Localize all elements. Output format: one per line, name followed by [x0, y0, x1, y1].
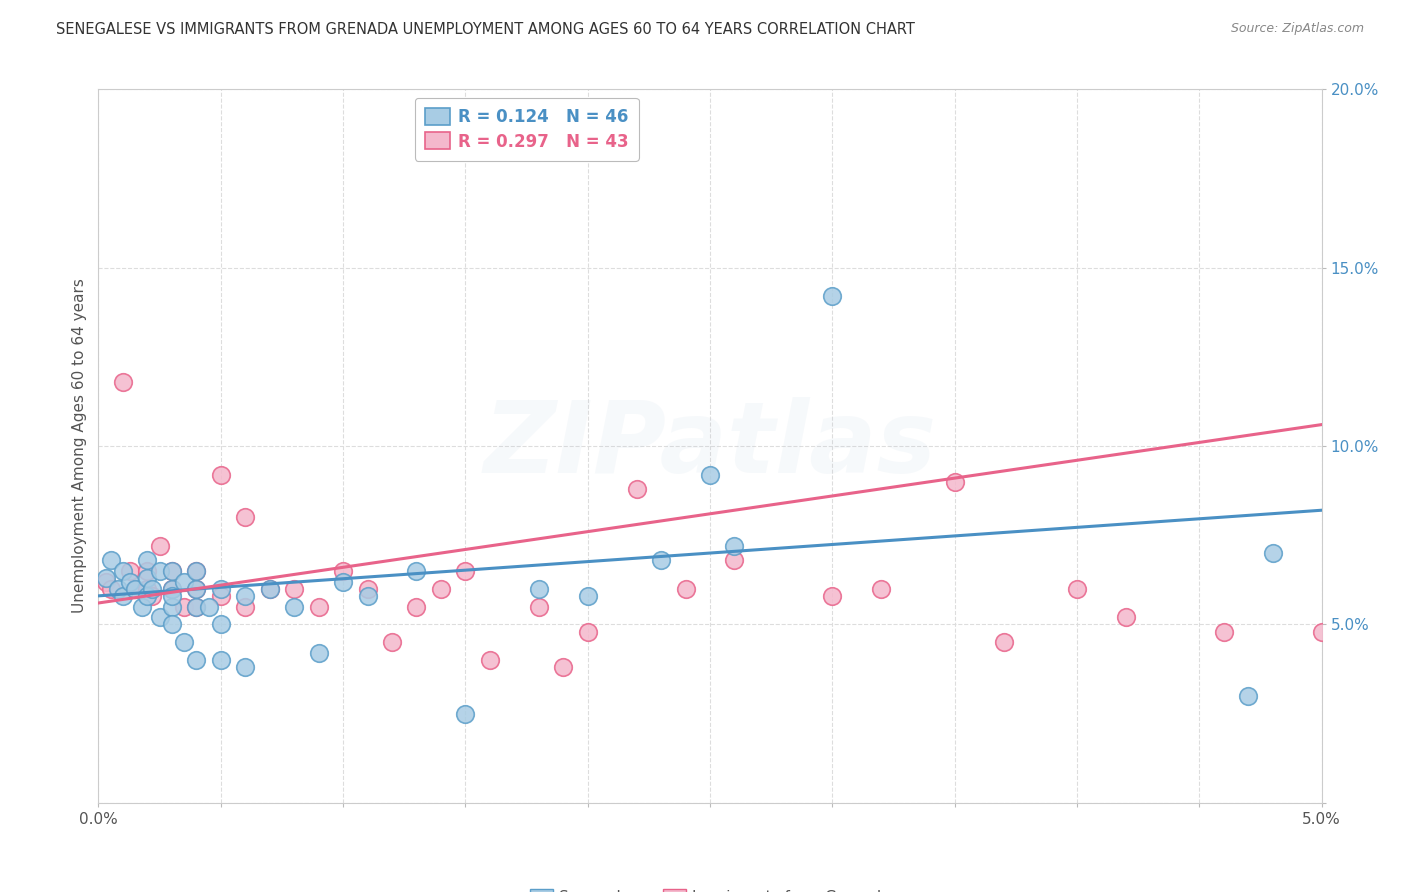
Point [233, 510, 256, 524]
Point [723, 553, 745, 567]
Point [197, 599, 219, 614]
Point [821, 589, 844, 603]
Point [209, 589, 232, 603]
Point [111, 375, 134, 389]
Point [107, 582, 129, 596]
Point [141, 582, 163, 596]
Point [136, 564, 159, 578]
Point [209, 582, 232, 596]
Point [160, 564, 183, 578]
Point [308, 646, 330, 660]
Point [160, 589, 183, 603]
Point [576, 624, 599, 639]
Point [124, 582, 146, 596]
Point [160, 617, 183, 632]
Point [527, 599, 550, 614]
Point [160, 582, 183, 596]
Point [186, 599, 208, 614]
Point [131, 599, 153, 614]
Text: SENEGALESE VS IMMIGRANTS FROM GRENADA UNEMPLOYMENT AMONG AGES 60 TO 64 YEARS COR: SENEGALESE VS IMMIGRANTS FROM GRENADA UN… [56, 22, 915, 37]
Point [478, 653, 501, 667]
Point [943, 475, 966, 489]
Point [675, 582, 697, 596]
Point [527, 582, 550, 596]
Point [553, 660, 575, 674]
Point [209, 653, 232, 667]
Point [454, 706, 477, 721]
Point [233, 660, 256, 674]
Point [1237, 689, 1260, 703]
Point [454, 564, 477, 578]
Point [124, 582, 146, 596]
Point [173, 635, 195, 649]
Point [100, 553, 122, 567]
Point [186, 582, 208, 596]
Point [209, 467, 232, 482]
Point [1066, 582, 1088, 596]
Point [233, 599, 256, 614]
Point [149, 539, 172, 553]
Point [149, 610, 172, 624]
Point [94, 574, 117, 589]
Point [120, 574, 142, 589]
Point [160, 599, 183, 614]
Point [111, 564, 134, 578]
Point [332, 564, 354, 578]
Text: ZIPatlas: ZIPatlas [484, 398, 936, 494]
Text: Source: ZipAtlas.com: Source: ZipAtlas.com [1230, 22, 1364, 36]
Point [356, 589, 378, 603]
Point [136, 582, 159, 596]
Point [283, 582, 305, 596]
Point [1115, 610, 1137, 624]
Point [1261, 546, 1284, 560]
Point [650, 553, 672, 567]
Point [356, 582, 378, 596]
Point [186, 564, 208, 578]
Point [186, 564, 208, 578]
Point [1310, 624, 1333, 639]
Point [430, 582, 453, 596]
Point [381, 635, 404, 649]
Point [233, 589, 256, 603]
Point [699, 467, 721, 482]
Point [308, 599, 330, 614]
Point [405, 564, 427, 578]
Point [283, 599, 305, 614]
Legend: Senegalese, Immigrants from Grenada: Senegalese, Immigrants from Grenada [522, 882, 898, 892]
Point [626, 482, 648, 496]
Point [993, 635, 1015, 649]
Point [94, 571, 117, 585]
Point [141, 589, 163, 603]
Point [821, 289, 844, 303]
Y-axis label: Unemployment Among Ages 60 to 64 years: Unemployment Among Ages 60 to 64 years [72, 278, 87, 614]
Point [209, 617, 232, 632]
Point [136, 553, 159, 567]
Point [173, 599, 195, 614]
Point [186, 653, 208, 667]
Point [136, 589, 159, 603]
Point [186, 582, 208, 596]
Point [120, 564, 142, 578]
Point [405, 599, 427, 614]
Point [136, 571, 159, 585]
Point [259, 582, 281, 596]
Point [173, 574, 195, 589]
Point [332, 574, 354, 589]
Point [870, 582, 893, 596]
Point [186, 599, 208, 614]
Point [111, 589, 134, 603]
Point [149, 564, 172, 578]
Point [576, 589, 599, 603]
Point [723, 539, 745, 553]
Point [100, 582, 122, 596]
Point [160, 582, 183, 596]
Point [160, 564, 183, 578]
Point [1212, 624, 1234, 639]
Point [259, 582, 281, 596]
